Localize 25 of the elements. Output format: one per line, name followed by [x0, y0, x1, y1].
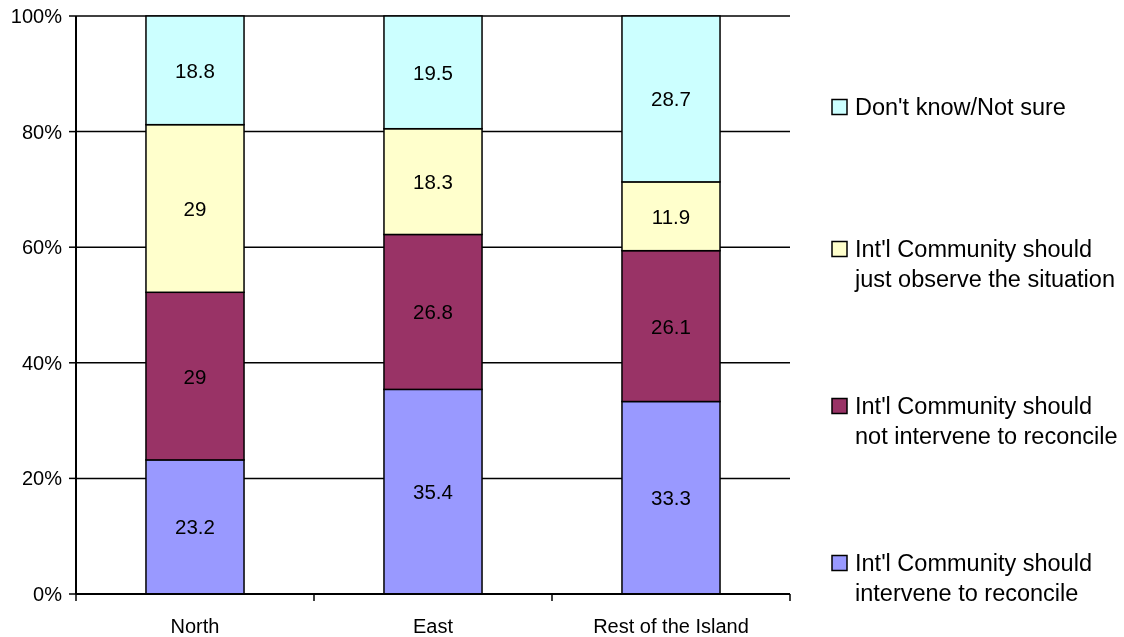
data-label: 23.2	[175, 515, 215, 539]
data-label: 19.5	[413, 60, 453, 84]
y-tick-label: 80%	[21, 120, 63, 143]
data-label: 18.3	[413, 170, 453, 194]
data-label: 18.8	[175, 58, 215, 82]
data-label: 11.9	[651, 204, 691, 228]
y-tick-label: 60%	[21, 236, 63, 259]
y-tick-label: 40%	[21, 351, 63, 374]
x-tick-label: East	[412, 615, 454, 637]
data-label: 26.8	[413, 300, 453, 324]
legend-label: Int'l Community should just observe the situation	[854, 236, 1115, 292]
data-label: 29	[183, 196, 207, 220]
data-label: 26.1	[651, 314, 691, 338]
data-label: 33.3	[651, 486, 691, 510]
y-tick-label: 100%	[10, 5, 63, 27]
x-tick-label: North	[170, 615, 220, 637]
data-label: 29	[183, 364, 207, 388]
y-tick-label: 0%	[33, 583, 63, 605]
y-tick-label: 20%	[21, 467, 63, 490]
x-tick-label: Rest of the Island	[593, 615, 749, 637]
legend-label: Int'l Community should not intervene to reconcile	[855, 393, 1118, 449]
data-label: 28.7	[651, 87, 691, 111]
legend-label: Don't know/Not sure	[855, 94, 1066, 120]
legend-label: Int'l Community should intervene to reconcile	[855, 550, 1092, 606]
data-label: 35.4	[413, 480, 453, 504]
